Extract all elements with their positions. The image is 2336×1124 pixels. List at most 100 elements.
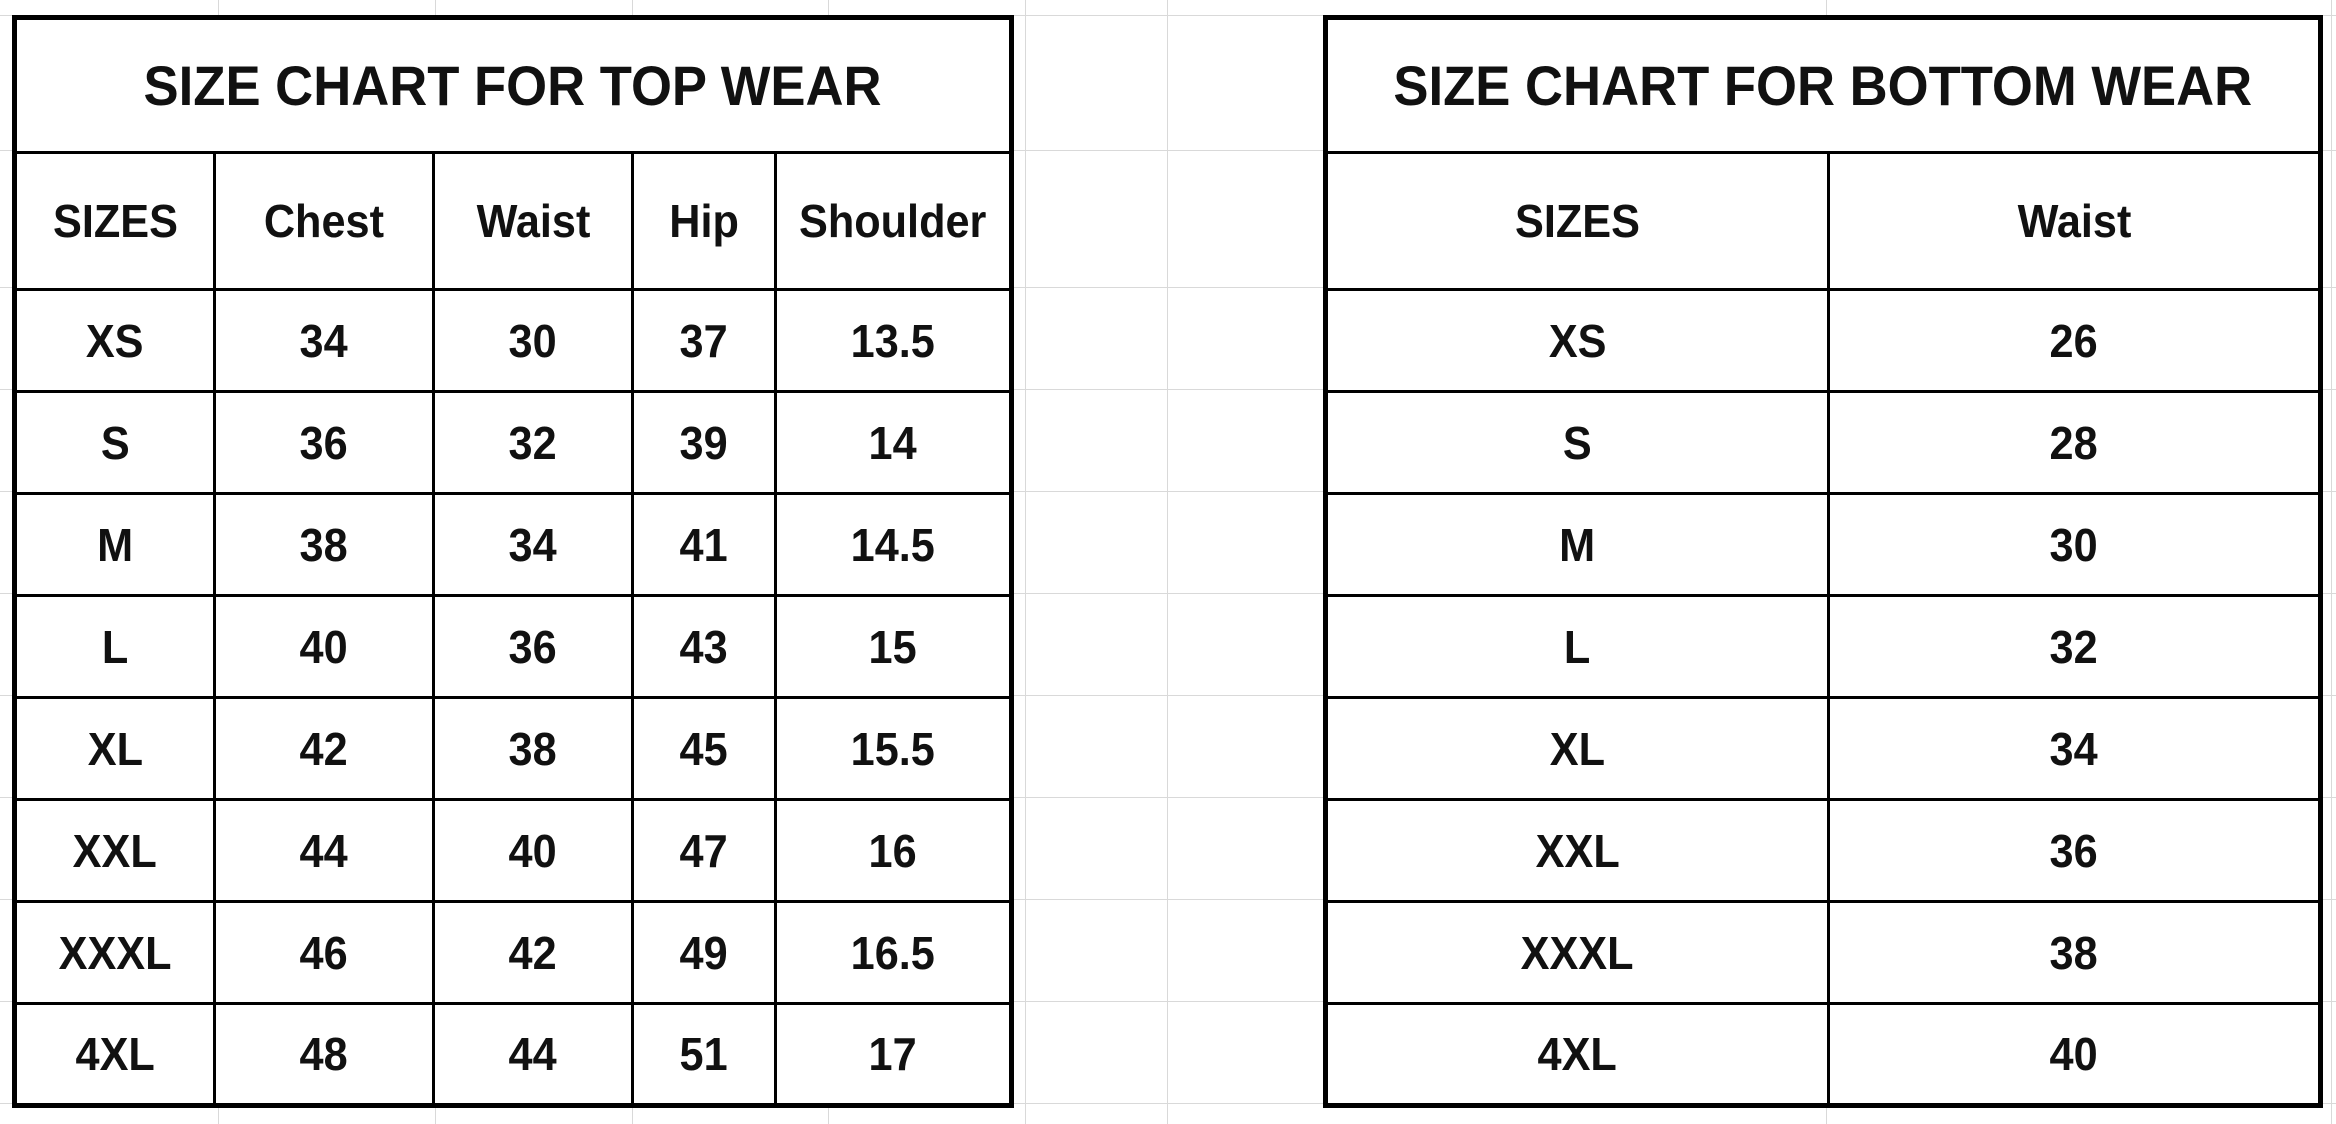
- cell-text: 4XL: [75, 1028, 155, 1080]
- measurement-cell: 43: [631, 594, 777, 699]
- table-row-xl: XL 42 38 45 15.5: [13, 696, 1013, 801]
- cell-text: 42: [508, 926, 558, 979]
- cell-text: XS: [1548, 314, 1607, 367]
- table-row-l: L 40 36 43 15: [13, 594, 1013, 699]
- table-row-xl: XL 34: [1324, 696, 2322, 801]
- cell-text: 30: [508, 314, 558, 367]
- measurement-cell: 48: [213, 1002, 435, 1107]
- column-header-text: Chest: [263, 195, 385, 247]
- sheet-gridline-horizontal: [0, 287, 2336, 288]
- cell-text: M: [1559, 518, 1596, 571]
- table-row-4xl: 4XL 40: [1324, 1002, 2322, 1107]
- bottom-wear-table-body: SIZE CHART FOR BOTTOM WEAR SIZES Waist XS 2…: [1324, 16, 2322, 1107]
- measurement-cell: 40: [213, 594, 435, 699]
- cell-text: 40: [2049, 1028, 2099, 1080]
- size-label-cell: XXXL: [1324, 900, 1830, 1005]
- cell-text: 14: [868, 416, 918, 469]
- table-row-4xl: 4XL 48 44 51 17: [13, 1002, 1013, 1107]
- cell-text: 17: [868, 1028, 918, 1080]
- size-label-cell: M: [1324, 492, 1830, 597]
- table-title-row: SIZE CHART FOR BOTTOM WEAR: [1324, 16, 2322, 154]
- cell-text: M: [96, 518, 134, 571]
- table-row-xxl: XXL 44 40 47 16: [13, 798, 1013, 903]
- size-label-cell: M: [13, 492, 216, 597]
- sheet-gridline-horizontal: [0, 15, 2336, 16]
- cell-text: S: [1563, 416, 1592, 469]
- measurement-cell: 14.5: [774, 492, 1013, 597]
- cell-text: 34: [2049, 722, 2099, 775]
- cell-text: 32: [508, 416, 558, 469]
- top-wear-table-body: SIZE CHART FOR TOP WEAR SIZES Chest Waist H…: [13, 16, 1013, 1107]
- size-label-cell: XXL: [13, 798, 216, 903]
- column-header-text: SIZES: [1515, 195, 1640, 247]
- cell-text: 16: [868, 824, 918, 877]
- measurement-cell: 41: [631, 492, 777, 597]
- size-label-cell: S: [1324, 390, 1830, 495]
- sheet-gridline-horizontal: [0, 593, 2336, 594]
- table-header-row: SIZES Waist: [1324, 151, 2322, 291]
- cell-text: 40: [299, 620, 349, 673]
- table-row-xs: XS 26: [1324, 288, 2322, 393]
- measurement-cell: 15.5: [774, 696, 1013, 801]
- measurement-cell: 40: [1827, 1002, 2322, 1107]
- cell-text: 36: [2049, 824, 2099, 877]
- column-header-text: Waist: [2017, 195, 2131, 247]
- sheet-gridline-vertical: [1025, 0, 1026, 1124]
- size-label-cell: XXL: [1324, 798, 1830, 903]
- cell-text: 34: [299, 314, 349, 367]
- cell-text: 15: [868, 620, 918, 673]
- sheet-gridline-horizontal: [0, 797, 2336, 798]
- measurement-cell: 32: [1827, 594, 2322, 699]
- cell-text: XL: [87, 722, 143, 775]
- measurement-cell: 36: [213, 390, 435, 495]
- cell-text: 38: [299, 518, 349, 571]
- cell-text: 48: [299, 1028, 349, 1080]
- sheet-gridline-horizontal: [0, 899, 2336, 900]
- size-label-cell: L: [13, 594, 216, 699]
- size-label-cell: XXXL: [13, 900, 216, 1005]
- measurement-cell: 36: [432, 594, 634, 699]
- size-label-cell: XL: [13, 696, 216, 801]
- sheet-gridline-horizontal: [0, 1001, 2336, 1002]
- measurement-cell: 38: [213, 492, 435, 597]
- cell-text: 51: [679, 1028, 729, 1080]
- column-header-text: Hip: [669, 195, 739, 247]
- measurement-cell: 39: [631, 390, 777, 495]
- size-label-cell: 4XL: [13, 1002, 216, 1107]
- measurement-cell: 47: [631, 798, 777, 903]
- measurement-cell: 32: [432, 390, 634, 495]
- cell-text: 49: [679, 926, 729, 979]
- cell-text: 43: [679, 620, 729, 673]
- measurement-cell: 46: [213, 900, 435, 1005]
- cell-text: 15.5: [850, 722, 936, 775]
- cell-text: 42: [299, 722, 349, 775]
- measurement-cell: 40: [432, 798, 634, 903]
- column-header-hip: Hip: [631, 151, 777, 291]
- cell-text: L: [101, 620, 129, 673]
- bottom-wear-size-table: SIZE CHART FOR BOTTOM WEAR SIZES Waist XS 2…: [1323, 15, 2323, 1108]
- measurement-cell: 16.5: [774, 900, 1013, 1005]
- measurement-cell: 49: [631, 900, 777, 1005]
- table-title-text: SIZE CHART FOR TOP WEAR: [144, 54, 882, 117]
- sheet-gridline-vertical: [1167, 0, 1168, 1124]
- cell-text: L: [1564, 620, 1591, 673]
- column-header-sizes: SIZES: [1324, 151, 1830, 291]
- size-label-cell: 4XL: [1324, 1002, 1830, 1107]
- measurement-cell: 30: [432, 288, 634, 393]
- table-row-s: S 28: [1324, 390, 2322, 495]
- cell-text: 16.5: [850, 926, 936, 979]
- column-header-text: Shoulder: [799, 195, 987, 247]
- cell-text: XL: [1549, 722, 1606, 775]
- cell-text: 14.5: [850, 518, 936, 571]
- column-header-shoulder: Shoulder: [774, 151, 1013, 291]
- size-label-cell: S: [13, 390, 216, 495]
- table-header-row: SIZES Chest Waist Hip Shoulder: [13, 151, 1013, 291]
- measurement-cell: 36: [1827, 798, 2322, 903]
- sheet-gridline-horizontal: [0, 150, 2336, 151]
- cell-text: XXXL: [58, 926, 172, 979]
- column-header-text: SIZES: [52, 195, 178, 247]
- cell-text: 46: [299, 926, 349, 979]
- table-row-l: L 32: [1324, 594, 2322, 699]
- column-header-sizes: SIZES: [13, 151, 216, 291]
- cell-text: 39: [679, 416, 729, 469]
